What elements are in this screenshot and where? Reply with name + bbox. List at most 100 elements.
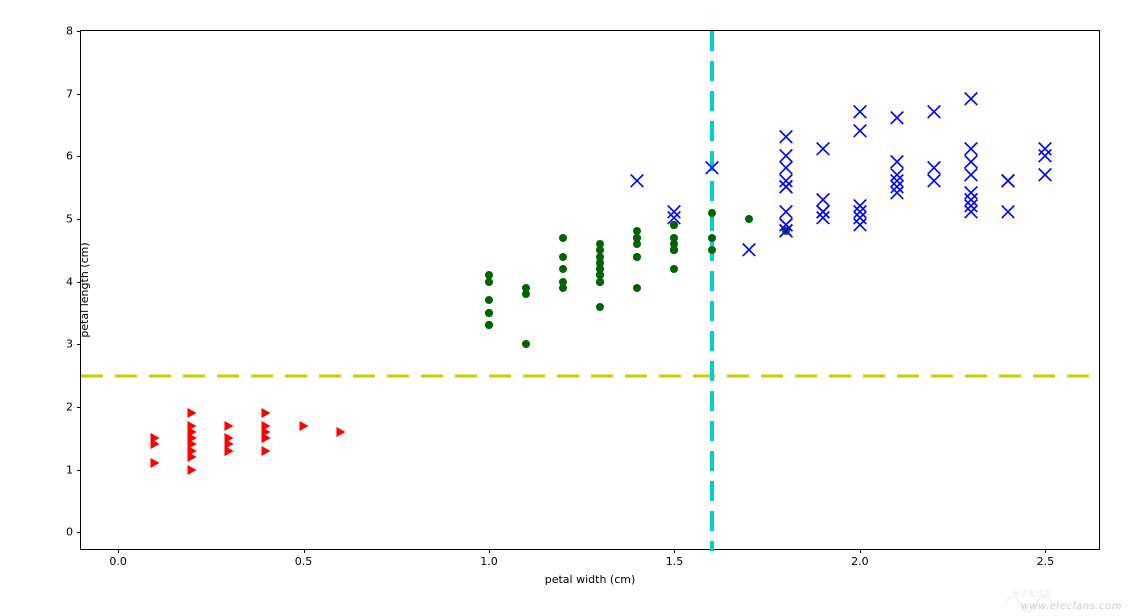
data-point-versicolor <box>670 234 678 242</box>
data-point-versicolor <box>708 209 716 217</box>
data-point-virginica <box>928 172 941 191</box>
y-tick-label: 8 <box>66 25 73 38</box>
data-point-versicolor <box>522 290 530 298</box>
data-point-versicolor <box>708 234 716 242</box>
data-point-virginica <box>742 241 755 260</box>
y-tick-label: 1 <box>66 463 73 476</box>
data-point-virginica <box>1039 141 1052 160</box>
plot-area: petal width (cm) petal length (cm) 0.00.… <box>80 30 1100 550</box>
data-point-versicolor <box>485 309 493 317</box>
data-point-setosa <box>188 408 197 418</box>
data-point-setosa <box>299 421 308 431</box>
data-point-versicolor <box>633 227 641 235</box>
data-point-virginica <box>817 209 830 228</box>
data-point-virginica <box>854 216 867 235</box>
data-point-virginica <box>1039 166 1052 185</box>
y-axis-label: petal length (cm) <box>78 242 91 337</box>
data-point-virginica <box>779 178 792 197</box>
data-point-versicolor <box>633 240 641 248</box>
data-point-versicolor <box>559 265 567 273</box>
threshold-line-horizontal <box>81 376 1101 377</box>
x-tick <box>118 549 119 553</box>
threshold-line-vertical <box>712 31 713 551</box>
x-tick <box>674 549 675 553</box>
x-tick <box>1045 549 1046 553</box>
data-point-setosa <box>225 439 234 449</box>
data-point-virginica <box>854 122 867 141</box>
data-point-versicolor <box>745 215 753 223</box>
y-tick-label: 3 <box>66 338 73 351</box>
y-tick <box>77 532 81 533</box>
data-point-versicolor <box>633 253 641 261</box>
data-point-versicolor <box>485 271 493 279</box>
y-tick <box>77 156 81 157</box>
data-point-virginica <box>891 109 904 128</box>
data-point-setosa <box>188 439 197 449</box>
data-point-virginica <box>1002 172 1015 191</box>
y-tick-label: 5 <box>66 212 73 225</box>
y-tick-label: 0 <box>66 526 73 539</box>
y-tick <box>77 344 81 345</box>
data-point-versicolor <box>633 284 641 292</box>
y-tick <box>77 219 81 220</box>
data-point-versicolor <box>485 296 493 304</box>
data-point-versicolor <box>670 265 678 273</box>
y-tick <box>77 470 81 471</box>
data-point-versicolor <box>559 278 567 286</box>
data-point-virginica <box>965 153 978 172</box>
data-point-virginica <box>928 103 941 122</box>
data-point-versicolor <box>559 234 567 242</box>
data-point-virginica <box>705 159 718 178</box>
watermark-brand: 电子发烧友 <box>1012 588 1052 598</box>
data-point-virginica <box>965 90 978 109</box>
y-tick <box>77 31 81 32</box>
x-tick-label: 2.0 <box>851 555 869 568</box>
x-tick <box>489 549 490 553</box>
data-point-virginica <box>668 203 681 222</box>
x-tick <box>304 549 305 553</box>
data-point-setosa <box>262 408 271 418</box>
data-point-versicolor <box>708 246 716 254</box>
data-point-virginica <box>891 184 904 203</box>
data-point-setosa <box>262 433 271 443</box>
data-point-versicolor <box>596 271 604 279</box>
data-point-versicolor <box>596 240 604 248</box>
data-point-virginica <box>779 128 792 147</box>
data-point-versicolor <box>670 246 678 254</box>
data-point-virginica <box>1002 203 1015 222</box>
x-tick <box>860 549 861 553</box>
data-point-setosa <box>151 458 160 468</box>
data-point-virginica <box>779 147 792 166</box>
data-point-versicolor <box>596 259 604 267</box>
data-point-versicolor <box>559 253 567 261</box>
watermark-text: www.elecfans.com <box>1021 601 1122 612</box>
data-point-virginica <box>779 203 792 222</box>
data-point-setosa <box>188 465 197 475</box>
y-tick <box>77 282 81 283</box>
data-point-virginica <box>631 172 644 191</box>
y-tick <box>77 407 81 408</box>
y-tick-label: 7 <box>66 87 73 100</box>
data-point-setosa <box>225 421 234 431</box>
data-point-setosa <box>151 439 160 449</box>
y-tick-label: 6 <box>66 150 73 163</box>
x-tick-label: 0.5 <box>295 555 313 568</box>
data-point-versicolor <box>485 321 493 329</box>
data-point-setosa <box>262 446 271 456</box>
y-tick-label: 2 <box>66 400 73 413</box>
data-point-virginica <box>779 222 792 241</box>
y-tick <box>77 94 81 95</box>
data-point-virginica <box>854 197 867 216</box>
x-axis-label: petal width (cm) <box>545 573 636 586</box>
x-tick-label: 2.5 <box>1037 555 1055 568</box>
x-tick-label: 0.0 <box>109 555 127 568</box>
data-point-versicolor <box>522 340 530 348</box>
data-point-setosa <box>336 427 345 437</box>
y-tick-label: 4 <box>66 275 73 288</box>
data-point-virginica <box>965 184 978 203</box>
data-point-virginica <box>854 103 867 122</box>
x-tick-label: 1.0 <box>480 555 498 568</box>
x-tick-label: 1.5 <box>666 555 684 568</box>
data-point-virginica <box>817 141 830 160</box>
data-point-versicolor <box>596 303 604 311</box>
